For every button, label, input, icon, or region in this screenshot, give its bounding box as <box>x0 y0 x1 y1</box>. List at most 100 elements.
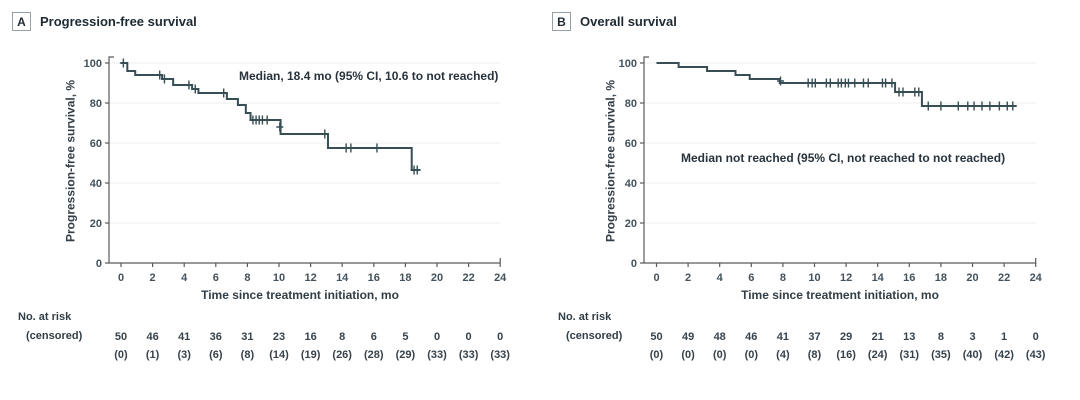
censored-count-value: (0) <box>650 349 664 361</box>
censor-tick <box>844 78 852 88</box>
panel-progression-free-survival: A Progression-free survival Progression-… <box>12 12 510 361</box>
x-tick-label: 16 <box>903 272 915 284</box>
censor-tick <box>851 78 859 88</box>
at-risk-value: 0 <box>466 331 472 343</box>
x-tick-label: 14 <box>872 272 885 284</box>
x-tick-label: 20 <box>431 272 443 284</box>
censor-tick <box>191 84 199 94</box>
y-tick-label: 0 <box>96 258 102 270</box>
censor-tick <box>864 78 872 88</box>
censor-tick <box>1009 101 1017 111</box>
censored-count-value: (6) <box>209 349 223 361</box>
censored-count-value: (29) <box>396 349 416 361</box>
y-tick-label: 80 <box>90 98 102 110</box>
censored-count-value: (8) <box>241 349 255 361</box>
x-tick-label: 12 <box>840 272 852 284</box>
censored-count-value: (0) <box>745 349 759 361</box>
panel-b-x-axis-label: Time since treatment initiation, mo <box>741 288 939 302</box>
censor-tick <box>347 143 355 153</box>
censored-count-value: (26) <box>332 349 352 361</box>
y-tick-label: 60 <box>625 138 637 150</box>
censored-count-value: (4) <box>776 349 790 361</box>
at-risk-value: 41 <box>178 331 190 343</box>
x-tick-label: 0 <box>653 272 659 284</box>
at-risk-value: 48 <box>714 331 726 343</box>
censored-count-value: (31) <box>900 349 920 361</box>
at-risk-value: 1 <box>1001 331 1007 343</box>
at-risk-value: 31 <box>241 331 253 343</box>
censored-count-value: (33) <box>459 349 479 361</box>
panel-a-x-axis-label: Time since treatment initiation, mo <box>201 288 399 302</box>
censor-tick <box>777 76 785 86</box>
at-risk-value: 16 <box>304 331 316 343</box>
censored-count-value: (28) <box>364 349 384 361</box>
censored-count-value: (8) <box>808 349 822 361</box>
censored-count-value: (35) <box>931 349 951 361</box>
at-risk-value: 50 <box>650 331 662 343</box>
censored-count-value: (40) <box>963 349 983 361</box>
at-risk-value: 21 <box>872 331 884 343</box>
x-tick-label: 4 <box>181 272 188 284</box>
censored-count-value: (16) <box>836 349 856 361</box>
axis-frame <box>643 56 1037 264</box>
censor-tick <box>937 101 945 111</box>
censor-tick <box>160 74 168 84</box>
censor-tick <box>373 143 381 153</box>
censor-tick <box>964 101 972 111</box>
panel-a-median-annotation: Median, 18.4 mo (95% CI, 10.6 to not rea… <box>239 69 499 83</box>
y-tick-label: 100 <box>84 58 102 70</box>
panel-overall-survival: B Overall survival Progression-free surv… <box>540 0 1080 400</box>
panel-b-no-at-risk-label: No. at risk <box>558 311 612 323</box>
at-risk-value: 8 <box>339 331 345 343</box>
censor-tick <box>978 101 986 111</box>
at-risk-value: 0 <box>1033 331 1039 343</box>
at-risk-value: 50 <box>115 331 127 343</box>
x-tick-label: 16 <box>368 272 380 284</box>
censor-tick <box>276 122 284 132</box>
at-risk-value: 41 <box>777 331 789 343</box>
x-tick-label: 4 <box>717 272 724 284</box>
censor-tick <box>263 115 271 125</box>
censor-tick <box>156 70 164 80</box>
censor-tick <box>899 87 907 97</box>
censor-tick <box>811 78 819 88</box>
x-tick-label: 24 <box>494 272 507 284</box>
censored-count-value: (0) <box>681 349 695 361</box>
censor-tick <box>321 129 329 139</box>
censored-count-value: (43) <box>1026 349 1046 361</box>
censor-tick <box>995 101 1003 111</box>
censored-count-value: (19) <box>301 349 321 361</box>
censor-tick <box>826 78 834 88</box>
at-risk-value: 5 <box>402 331 408 343</box>
x-tick-label: 6 <box>213 272 219 284</box>
km-curve <box>121 62 420 171</box>
censored-count-value: (24) <box>868 349 888 361</box>
panel-b-letter-badge: B <box>552 12 571 31</box>
y-tick-label: 40 <box>90 178 102 190</box>
x-tick-label: 0 <box>118 272 124 284</box>
panel-b-header: B Overall survival <box>552 12 677 31</box>
panel-b-title: Overall survival <box>580 14 677 29</box>
x-tick-label: 2 <box>150 272 156 284</box>
x-tick-label: 12 <box>304 272 316 284</box>
y-tick-label: 0 <box>631 258 637 270</box>
censor-tick <box>970 101 978 111</box>
x-tick-label: 8 <box>244 272 250 284</box>
panel-a-letter-badge: A <box>12 12 31 31</box>
panel-b-censored-label: (censored) <box>566 330 623 342</box>
at-risk-value: 0 <box>497 331 503 343</box>
x-tick-label: 2 <box>685 272 691 284</box>
panel-a-header: A Progression-free survival <box>12 12 197 31</box>
y-tick-label: 20 <box>625 218 637 230</box>
censor-tick <box>185 80 193 90</box>
censored-count-value: (42) <box>994 349 1014 361</box>
at-risk-value: 6 <box>371 331 377 343</box>
panel-a-censored-label: (censored) <box>26 330 83 342</box>
censor-tick <box>888 78 896 88</box>
at-risk-value: 46 <box>146 331 158 343</box>
at-risk-value: 49 <box>682 331 694 343</box>
x-tick-label: 24 <box>1030 272 1043 284</box>
censor-tick <box>915 87 923 97</box>
